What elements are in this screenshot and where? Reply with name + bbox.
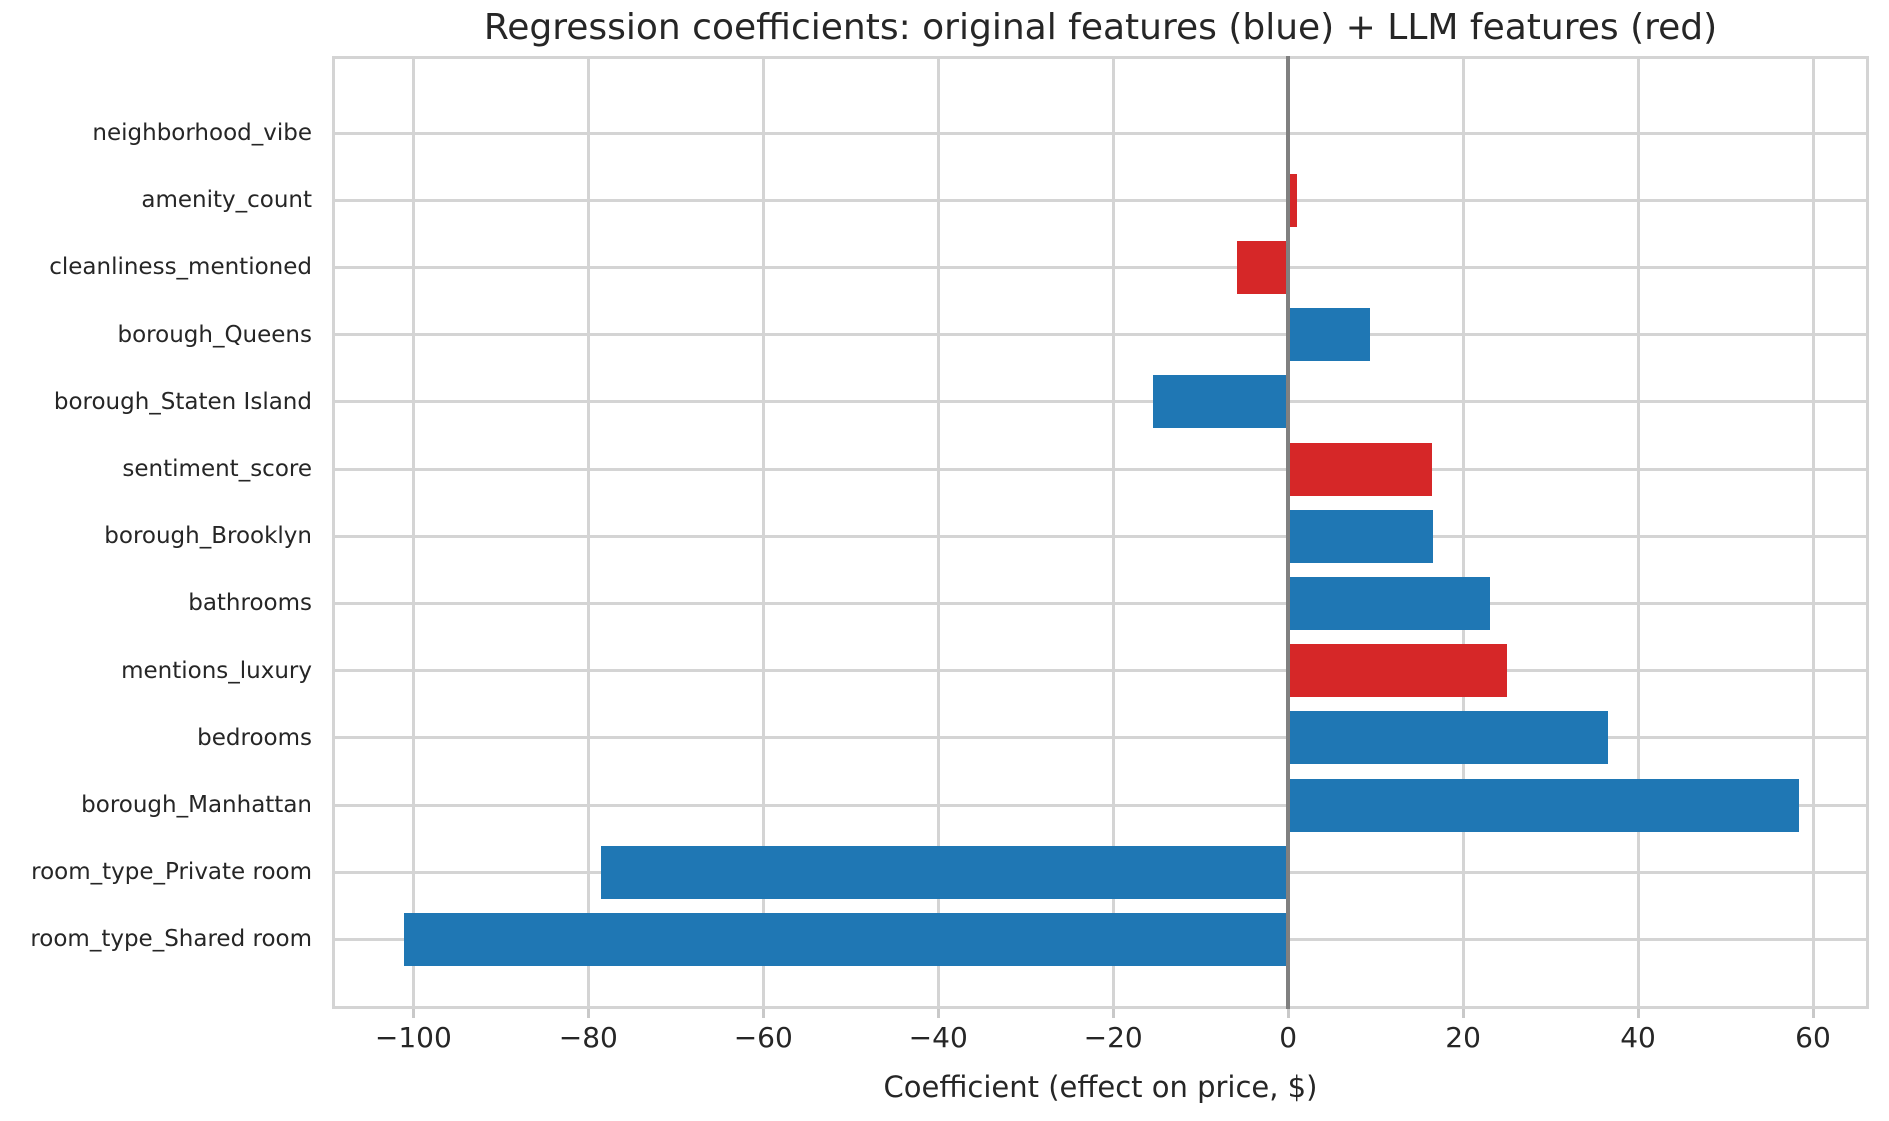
x-tick-label: 20 xyxy=(1445,1021,1481,1054)
x-tick-label: −80 xyxy=(558,1021,618,1054)
x-tick-label: −100 xyxy=(374,1021,452,1054)
x-tick-mark xyxy=(936,1009,940,1018)
bar-sentiment-score xyxy=(1288,442,1432,496)
plot-area xyxy=(332,56,1869,1009)
y-tick-label: amenity_count xyxy=(141,187,312,214)
v-gridline xyxy=(1461,56,1465,1009)
h-gridline xyxy=(332,198,1869,202)
x-tick-mark xyxy=(1111,1009,1115,1018)
h-gridline xyxy=(332,265,1869,269)
h-gridline xyxy=(332,803,1869,807)
x-tick-label: 40 xyxy=(1620,1021,1656,1054)
v-gridline xyxy=(761,56,765,1009)
h-gridline xyxy=(332,467,1869,471)
h-gridline xyxy=(332,400,1869,404)
h-gridline xyxy=(332,669,1869,673)
v-gridline xyxy=(1111,56,1115,1009)
h-gridline xyxy=(332,131,1869,135)
bar-cleanliness-mentioned xyxy=(1236,240,1289,294)
v-gridline xyxy=(936,56,940,1009)
y-tick-label: room_type_Private room xyxy=(31,859,312,886)
x-tick-mark xyxy=(586,1009,590,1018)
v-gridline xyxy=(1636,56,1640,1009)
y-tick-label: borough_Queens xyxy=(117,321,313,348)
bar-borough-manhattan xyxy=(1288,778,1800,832)
x-tick-mark xyxy=(411,1009,415,1018)
x-tick-label: 0 xyxy=(1279,1021,1298,1054)
bar-bathrooms xyxy=(1288,576,1491,630)
x-tick-mark xyxy=(1811,1009,1815,1018)
bar-mentions-luxury xyxy=(1288,644,1507,698)
y-tick-label: borough_Manhattan xyxy=(81,792,312,818)
x-tick-label: 60 xyxy=(1795,1021,1831,1054)
x-tick-label: −40 xyxy=(908,1021,968,1054)
bar-room-type-private-room xyxy=(601,845,1289,899)
bar-borough-brooklyn xyxy=(1288,509,1434,563)
x-axis-label: Coefficient (effect on price, $) xyxy=(883,1070,1318,1104)
v-gridline xyxy=(411,56,415,1009)
x-tick-mark xyxy=(1286,1009,1290,1018)
h-gridline xyxy=(332,534,1869,538)
v-gridline xyxy=(586,56,590,1009)
y-tick-label: bathrooms xyxy=(188,590,312,617)
bar-bedrooms xyxy=(1288,711,1609,765)
bar-borough-staten-island xyxy=(1152,375,1289,429)
chart-title: Regression coefficients: original featur… xyxy=(483,7,1718,48)
y-tick-label: mentions_luxury xyxy=(121,657,312,684)
y-tick-label: room_type_Shared room xyxy=(30,926,312,953)
y-tick-label: sentiment_score xyxy=(122,456,312,482)
y-tick-label: cleanliness_mentioned xyxy=(49,254,312,281)
x-tick-mark xyxy=(761,1009,765,1018)
zero-line xyxy=(1286,56,1291,1009)
x-tick-label: −60 xyxy=(733,1021,793,1054)
x-tick-mark xyxy=(1636,1009,1640,1018)
y-tick-label: bedrooms xyxy=(197,724,312,751)
bar-borough-queens xyxy=(1288,308,1371,362)
h-gridline xyxy=(332,601,1869,605)
bar-amenity-count xyxy=(1288,173,1297,227)
h-gridline xyxy=(332,333,1869,337)
y-tick-label: borough_Staten Island xyxy=(53,388,312,415)
h-gridline xyxy=(332,736,1869,740)
v-gridline xyxy=(1811,56,1815,1009)
bar-room-type-shared-room xyxy=(403,912,1289,966)
x-tick-label: −20 xyxy=(1083,1021,1143,1054)
x-tick-mark xyxy=(1461,1009,1465,1018)
y-tick-label: neighborhood_vibe xyxy=(92,120,312,146)
y-tick-label: borough_Brooklyn xyxy=(104,523,312,550)
